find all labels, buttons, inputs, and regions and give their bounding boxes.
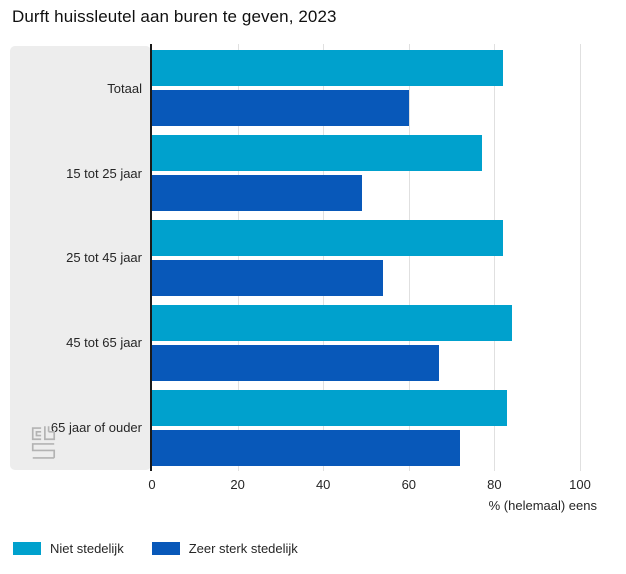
bar [152, 50, 503, 87]
legend-swatch [151, 541, 180, 555]
bar [152, 259, 384, 296]
bar-group [152, 385, 580, 470]
chart-title: Durft huissleutel aan buren te geven, 20… [12, 7, 337, 26]
bar [152, 344, 439, 381]
bar-group [152, 216, 580, 301]
gridline [237, 44, 239, 471]
x-tick-label: 40 [315, 477, 331, 492]
bar [152, 90, 409, 127]
category-label: 65 jaar of ouder [50, 420, 142, 436]
legend-item: Zeer sterk stedelijk [151, 540, 298, 556]
legend: Niet stedelijk Zeer sterk stedelijk [13, 540, 326, 556]
bar [152, 389, 508, 426]
legend-item: Niet stedelijk [13, 541, 124, 556]
category-panel: Totaal 15 tot 25 jaar 25 tot 45 jaar 45 tot… [10, 46, 151, 470]
category-label: Totaal [107, 80, 142, 96]
gridlines [152, 44, 581, 471]
category-labels: Totaal 15 tot 25 jaar 25 tot 45 jaar 45 tot… [10, 46, 151, 470]
bars-area [152, 46, 580, 470]
gridline [580, 44, 581, 471]
cbs-logo [31, 426, 56, 459]
gridline [408, 44, 410, 471]
x-axis-label: % (helemaal) eens [488, 498, 597, 513]
bar-group [152, 300, 580, 385]
x-tick-label: 80 [487, 477, 502, 492]
x-tick-label: 60 [401, 477, 417, 492]
legend-label: Niet stedelijk [50, 540, 124, 556]
gridline [494, 44, 496, 471]
x-tick-label: 100 [569, 477, 591, 492]
bar [152, 219, 503, 256]
legend-label: Zeer sterk stedelijk [188, 540, 298, 556]
category-label: 25 tot 45 jaar [66, 250, 142, 266]
y-axis-line [150, 44, 152, 471]
bar [152, 135, 482, 172]
gridline [323, 44, 325, 471]
x-tick-label: 20 [230, 477, 245, 492]
category-label: 15 tot 25 jaar [66, 165, 142, 181]
bar-group [152, 46, 580, 131]
legend-swatch [13, 541, 41, 555]
bar [152, 429, 461, 466]
x-axis-ticks: 0 20 40 60 80 100 [148, 477, 590, 493]
bar [152, 175, 362, 212]
bar-group [152, 131, 580, 216]
x-tick-label: 0 [148, 477, 156, 492]
bar [152, 304, 512, 341]
category-label: 45 tot 65 jaar [66, 335, 142, 351]
